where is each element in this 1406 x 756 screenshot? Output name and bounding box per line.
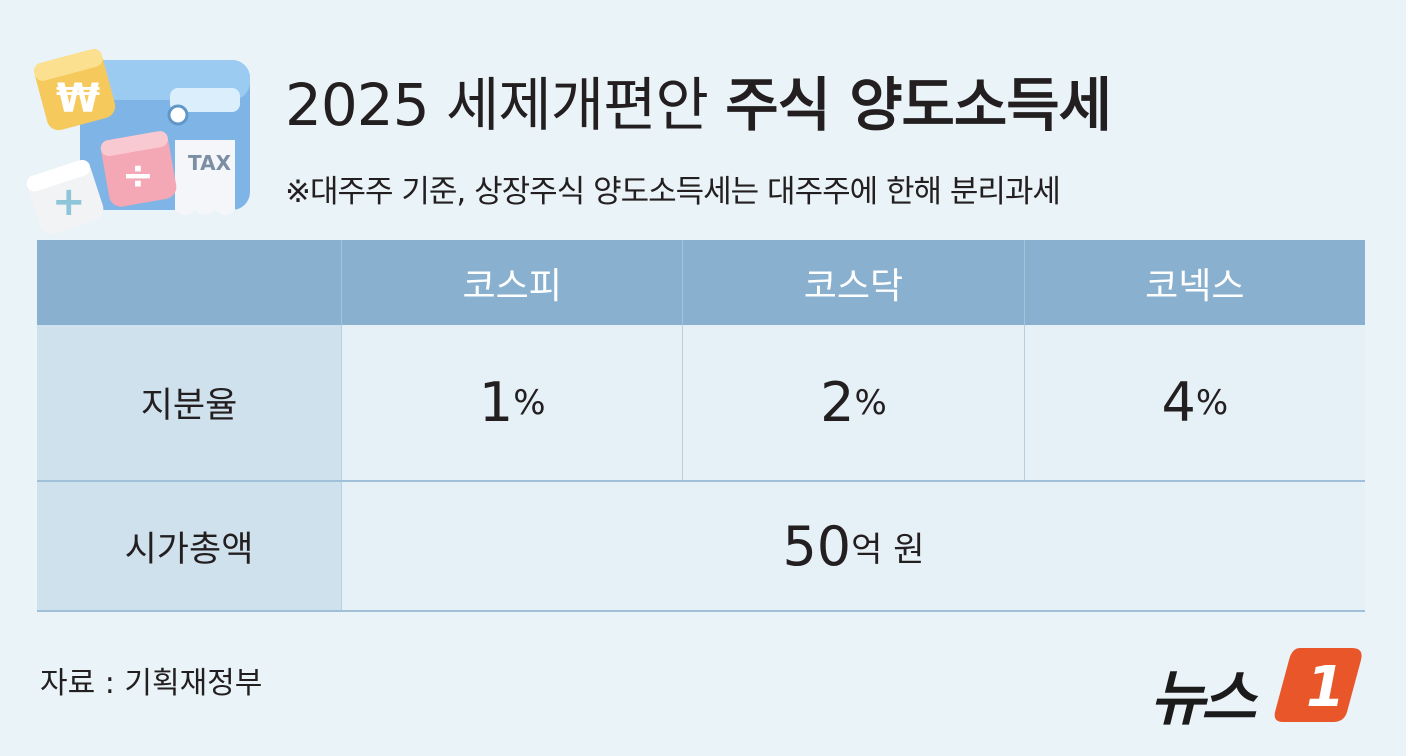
divide-icon: ÷	[122, 153, 154, 197]
logo-mark-icon: 1	[1274, 648, 1362, 722]
row-label-share-ratio: 지분율	[37, 325, 341, 480]
tax-table: 코스피 코스닥 코넥스 지분율 1% 2% 4% 시가총액 50 억 원	[37, 240, 1365, 612]
plus-icon: +	[52, 179, 86, 225]
page-subtitle: ※대주주 기준, 상장주식 양도소득세는 대주주에 한해 분리과세	[285, 174, 1061, 210]
row-label-market-cap: 시가총액	[37, 482, 341, 610]
header-cell-kospi: 코스피	[341, 240, 682, 325]
title-bold: 주식 양도소득세	[725, 71, 1112, 139]
news1-logo: 뉴스 1	[1150, 644, 1365, 734]
tax-label-text: TAX	[188, 151, 232, 175]
table-header-row: 코스피 코스닥 코넥스	[37, 240, 1365, 325]
page-title: 2025 세제개편안 주식 양도소득세	[285, 70, 1112, 140]
won-icon: ₩	[56, 76, 100, 122]
header-cell-konex: 코넥스	[1023, 240, 1365, 325]
header-cell-empty	[37, 240, 341, 325]
value-kosdaq-ratio: 2%	[682, 325, 1024, 480]
table-row-market-cap: 시가총액 50 억 원	[37, 480, 1365, 612]
header-cell-kosdaq: 코스닥	[682, 240, 1023, 325]
value-market-cap: 50 억 원	[341, 482, 1365, 610]
value-kospi-ratio: 1%	[341, 325, 683, 480]
table-row-share-ratio: 지분율 1% 2% 4%	[37, 325, 1365, 480]
tax-calculator-illustration: TAX ₩ ÷ +	[26, 48, 250, 235]
logo-text: 뉴스	[1150, 664, 1256, 734]
source-note: 자료 : 기획재정부	[40, 666, 263, 701]
value-konex-ratio: 4%	[1023, 325, 1365, 480]
title-light: 2025 세제개편안	[285, 71, 726, 139]
svg-text:1: 1	[1306, 655, 1345, 720]
